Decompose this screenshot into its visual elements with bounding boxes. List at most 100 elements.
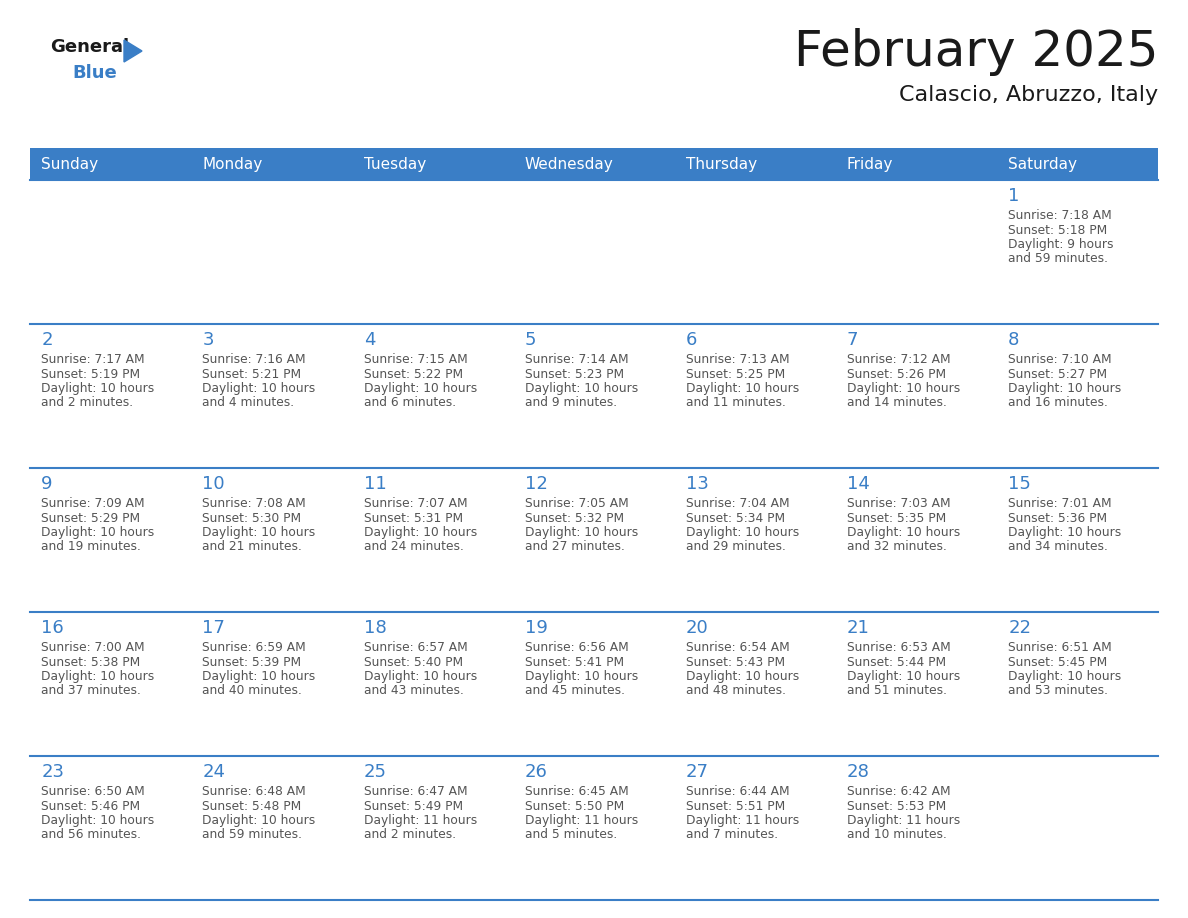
Bar xyxy=(30,148,191,180)
Text: Sunset: 5:29 PM: Sunset: 5:29 PM xyxy=(42,511,140,524)
Text: Sunset: 5:43 PM: Sunset: 5:43 PM xyxy=(685,655,785,668)
Text: and 34 minutes.: and 34 minutes. xyxy=(1009,541,1108,554)
Text: Friday: Friday xyxy=(847,156,893,172)
Text: Monday: Monday xyxy=(202,156,263,172)
Text: Sunrise: 7:18 AM: Sunrise: 7:18 AM xyxy=(1009,209,1112,222)
Text: Sunset: 5:21 PM: Sunset: 5:21 PM xyxy=(202,367,302,380)
Text: Sunset: 5:46 PM: Sunset: 5:46 PM xyxy=(42,800,140,812)
Bar xyxy=(675,148,835,180)
Text: Daylight: 10 hours: Daylight: 10 hours xyxy=(42,526,154,539)
Text: Daylight: 10 hours: Daylight: 10 hours xyxy=(364,526,476,539)
Text: Daylight: 10 hours: Daylight: 10 hours xyxy=(525,526,638,539)
Text: February 2025: February 2025 xyxy=(794,28,1158,76)
Text: Daylight: 10 hours: Daylight: 10 hours xyxy=(847,670,960,683)
Text: Daylight: 11 hours: Daylight: 11 hours xyxy=(685,814,800,827)
Text: Sunset: 5:35 PM: Sunset: 5:35 PM xyxy=(847,511,947,524)
Text: Sunset: 5:18 PM: Sunset: 5:18 PM xyxy=(1009,223,1107,237)
Bar xyxy=(30,324,1158,468)
Text: 28: 28 xyxy=(847,763,870,781)
Text: Sunset: 5:39 PM: Sunset: 5:39 PM xyxy=(202,655,302,668)
Text: 23: 23 xyxy=(42,763,64,781)
Text: Sunrise: 6:51 AM: Sunrise: 6:51 AM xyxy=(1009,641,1112,654)
Text: Sunrise: 6:54 AM: Sunrise: 6:54 AM xyxy=(685,641,790,654)
Text: Daylight: 10 hours: Daylight: 10 hours xyxy=(685,382,800,395)
Text: and 59 minutes.: and 59 minutes. xyxy=(202,829,303,842)
Text: 12: 12 xyxy=(525,475,548,493)
Text: and 56 minutes.: and 56 minutes. xyxy=(42,829,141,842)
Text: Daylight: 11 hours: Daylight: 11 hours xyxy=(525,814,638,827)
Polygon shape xyxy=(124,40,143,62)
Text: Sunrise: 7:09 AM: Sunrise: 7:09 AM xyxy=(42,497,145,510)
Bar xyxy=(835,148,997,180)
Text: Sunset: 5:40 PM: Sunset: 5:40 PM xyxy=(364,655,462,668)
Bar xyxy=(997,148,1158,180)
Text: Daylight: 10 hours: Daylight: 10 hours xyxy=(42,814,154,827)
Text: Calascio, Abruzzo, Italy: Calascio, Abruzzo, Italy xyxy=(899,85,1158,105)
Text: 2: 2 xyxy=(42,331,52,349)
Text: Daylight: 11 hours: Daylight: 11 hours xyxy=(847,814,960,827)
Text: Sunrise: 7:10 AM: Sunrise: 7:10 AM xyxy=(1009,353,1112,366)
Text: Sunset: 5:50 PM: Sunset: 5:50 PM xyxy=(525,800,624,812)
Text: and 5 minutes.: and 5 minutes. xyxy=(525,829,617,842)
Text: Sunset: 5:27 PM: Sunset: 5:27 PM xyxy=(1009,367,1107,380)
Text: Sunrise: 7:14 AM: Sunrise: 7:14 AM xyxy=(525,353,628,366)
Text: Sunrise: 6:44 AM: Sunrise: 6:44 AM xyxy=(685,785,790,798)
Text: and 19 minutes.: and 19 minutes. xyxy=(42,541,141,554)
Text: 17: 17 xyxy=(202,619,226,637)
Text: Sunset: 5:19 PM: Sunset: 5:19 PM xyxy=(42,367,140,380)
Text: and 51 minutes.: and 51 minutes. xyxy=(847,685,947,698)
Text: Sunset: 5:25 PM: Sunset: 5:25 PM xyxy=(685,367,785,380)
Bar xyxy=(30,180,1158,324)
Text: 3: 3 xyxy=(202,331,214,349)
Text: 15: 15 xyxy=(1009,475,1031,493)
Text: and 11 minutes.: and 11 minutes. xyxy=(685,397,785,409)
Text: and 14 minutes.: and 14 minutes. xyxy=(847,397,947,409)
Text: 7: 7 xyxy=(847,331,859,349)
Text: Sunrise: 7:12 AM: Sunrise: 7:12 AM xyxy=(847,353,950,366)
Text: and 2 minutes.: and 2 minutes. xyxy=(364,829,456,842)
Text: Sunrise: 6:57 AM: Sunrise: 6:57 AM xyxy=(364,641,467,654)
Text: Daylight: 10 hours: Daylight: 10 hours xyxy=(847,382,960,395)
Text: Daylight: 10 hours: Daylight: 10 hours xyxy=(42,382,154,395)
Text: 4: 4 xyxy=(364,331,375,349)
Text: Sunrise: 6:56 AM: Sunrise: 6:56 AM xyxy=(525,641,628,654)
Text: Sunrise: 7:00 AM: Sunrise: 7:00 AM xyxy=(42,641,145,654)
Text: Sunrise: 7:16 AM: Sunrise: 7:16 AM xyxy=(202,353,307,366)
Text: Daylight: 9 hours: Daylight: 9 hours xyxy=(1009,238,1113,251)
Text: Sunset: 5:36 PM: Sunset: 5:36 PM xyxy=(1009,511,1107,524)
Text: Sunset: 5:26 PM: Sunset: 5:26 PM xyxy=(847,367,946,380)
Text: Wednesday: Wednesday xyxy=(525,156,613,172)
Text: and 6 minutes.: and 6 minutes. xyxy=(364,397,456,409)
Text: Sunset: 5:22 PM: Sunset: 5:22 PM xyxy=(364,367,462,380)
Text: Daylight: 10 hours: Daylight: 10 hours xyxy=(525,670,638,683)
Text: 21: 21 xyxy=(847,619,870,637)
Text: 19: 19 xyxy=(525,619,548,637)
Text: Sunset: 5:34 PM: Sunset: 5:34 PM xyxy=(685,511,785,524)
Text: Daylight: 10 hours: Daylight: 10 hours xyxy=(364,670,476,683)
Text: Sunrise: 6:53 AM: Sunrise: 6:53 AM xyxy=(847,641,950,654)
Text: Sunrise: 6:45 AM: Sunrise: 6:45 AM xyxy=(525,785,628,798)
Text: Sunrise: 7:05 AM: Sunrise: 7:05 AM xyxy=(525,497,628,510)
Text: and 24 minutes.: and 24 minutes. xyxy=(364,541,463,554)
Text: 13: 13 xyxy=(685,475,709,493)
Text: Daylight: 11 hours: Daylight: 11 hours xyxy=(364,814,476,827)
Text: Daylight: 10 hours: Daylight: 10 hours xyxy=(364,382,476,395)
Text: Sunset: 5:30 PM: Sunset: 5:30 PM xyxy=(202,511,302,524)
Bar xyxy=(30,468,1158,612)
Bar xyxy=(191,148,353,180)
Text: and 43 minutes.: and 43 minutes. xyxy=(364,685,463,698)
Text: Sunset: 5:49 PM: Sunset: 5:49 PM xyxy=(364,800,462,812)
Text: Sunrise: 7:13 AM: Sunrise: 7:13 AM xyxy=(685,353,790,366)
Bar xyxy=(30,756,1158,900)
Bar xyxy=(513,148,675,180)
Text: Sunset: 5:31 PM: Sunset: 5:31 PM xyxy=(364,511,462,524)
Text: and 9 minutes.: and 9 minutes. xyxy=(525,397,617,409)
Text: Sunset: 5:53 PM: Sunset: 5:53 PM xyxy=(847,800,947,812)
Text: Daylight: 10 hours: Daylight: 10 hours xyxy=(1009,526,1121,539)
Text: Sunrise: 6:47 AM: Sunrise: 6:47 AM xyxy=(364,785,467,798)
Text: Sunrise: 7:07 AM: Sunrise: 7:07 AM xyxy=(364,497,467,510)
Text: Thursday: Thursday xyxy=(685,156,757,172)
Bar xyxy=(30,612,1158,756)
Text: Sunrise: 7:01 AM: Sunrise: 7:01 AM xyxy=(1009,497,1112,510)
Text: Sunset: 5:45 PM: Sunset: 5:45 PM xyxy=(1009,655,1107,668)
